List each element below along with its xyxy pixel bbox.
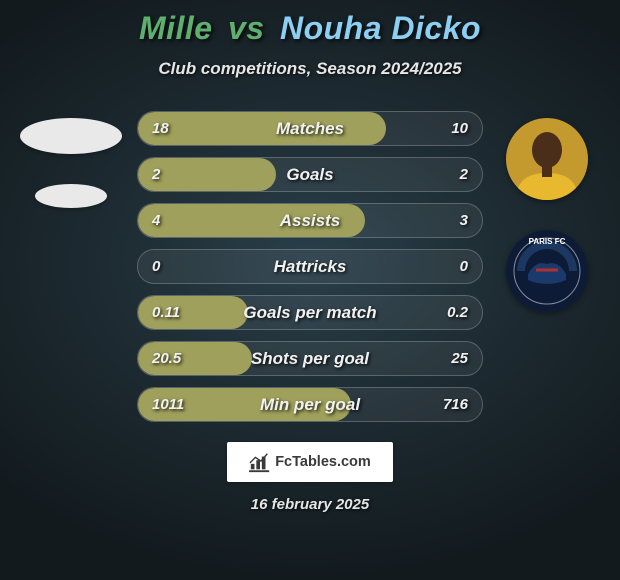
player-avatar — [506, 118, 588, 200]
stat-label: Min per goal — [260, 395, 360, 415]
stat-row: 4 Assists 3 — [137, 203, 483, 238]
placeholder-ellipse — [20, 118, 122, 154]
chart-icon — [249, 451, 271, 473]
stat-left-value: 1011 — [152, 396, 184, 413]
stat-right-value: 3 — [460, 212, 468, 229]
vs-text: vs — [228, 10, 265, 46]
stat-row: 1011 Min per goal 716 — [137, 387, 483, 422]
stat-right-value: 0 — [460, 258, 468, 275]
stat-right-value: 716 — [443, 396, 468, 413]
stat-label: Goals per match — [243, 303, 376, 323]
branding-box: FcTables.com — [227, 442, 393, 482]
stat-label: Goals — [286, 165, 333, 185]
branding-text: FcTables.com — [275, 454, 371, 470]
page-title: Mille vs Nouha Dicko — [139, 10, 481, 47]
stat-row: 2 Goals 2 — [137, 157, 483, 192]
right-avatar-column: PARIS FC — [502, 118, 592, 312]
stat-left-value: 2 — [152, 166, 160, 183]
svg-text:PARIS FC: PARIS FC — [529, 237, 566, 246]
stat-left-value: 0.11 — [152, 304, 180, 321]
stat-label: Matches — [276, 119, 344, 139]
stat-label: Assists — [280, 211, 340, 231]
stat-left-value: 18 — [152, 120, 169, 137]
stat-right-value: 25 — [451, 350, 468, 367]
stat-right-value: 0.2 — [447, 304, 468, 321]
stat-right-value: 2 — [460, 166, 468, 183]
stats-container: 18 Matches 10 2 Goals 2 4 Assists 3 0 Hattricks 0 0.… — [137, 111, 483, 422]
date-text: 16 february 2025 — [251, 496, 369, 513]
placeholder-ellipse — [35, 184, 107, 208]
player1-name: Mille — [139, 10, 213, 46]
stat-row: 20.5 Shots per goal 25 — [137, 341, 483, 376]
stat-fill — [138, 112, 386, 145]
player2-name: Nouha Dicko — [280, 10, 481, 46]
club-badge: PARIS FC — [506, 230, 588, 312]
left-avatar-column — [30, 118, 112, 208]
subtitle: Club competitions, Season 2024/2025 — [158, 59, 461, 79]
stat-row: 0.11 Goals per match 0.2 — [137, 295, 483, 330]
stat-right-value: 10 — [451, 120, 468, 137]
stat-left-value: 20.5 — [152, 350, 181, 367]
stat-row: 18 Matches 10 — [137, 111, 483, 146]
stat-row: 0 Hattricks 0 — [137, 249, 483, 284]
stat-left-value: 0 — [152, 258, 160, 275]
stat-label: Hattricks — [274, 257, 347, 277]
stat-label: Shots per goal — [251, 349, 369, 369]
stat-left-value: 4 — [152, 212, 160, 229]
